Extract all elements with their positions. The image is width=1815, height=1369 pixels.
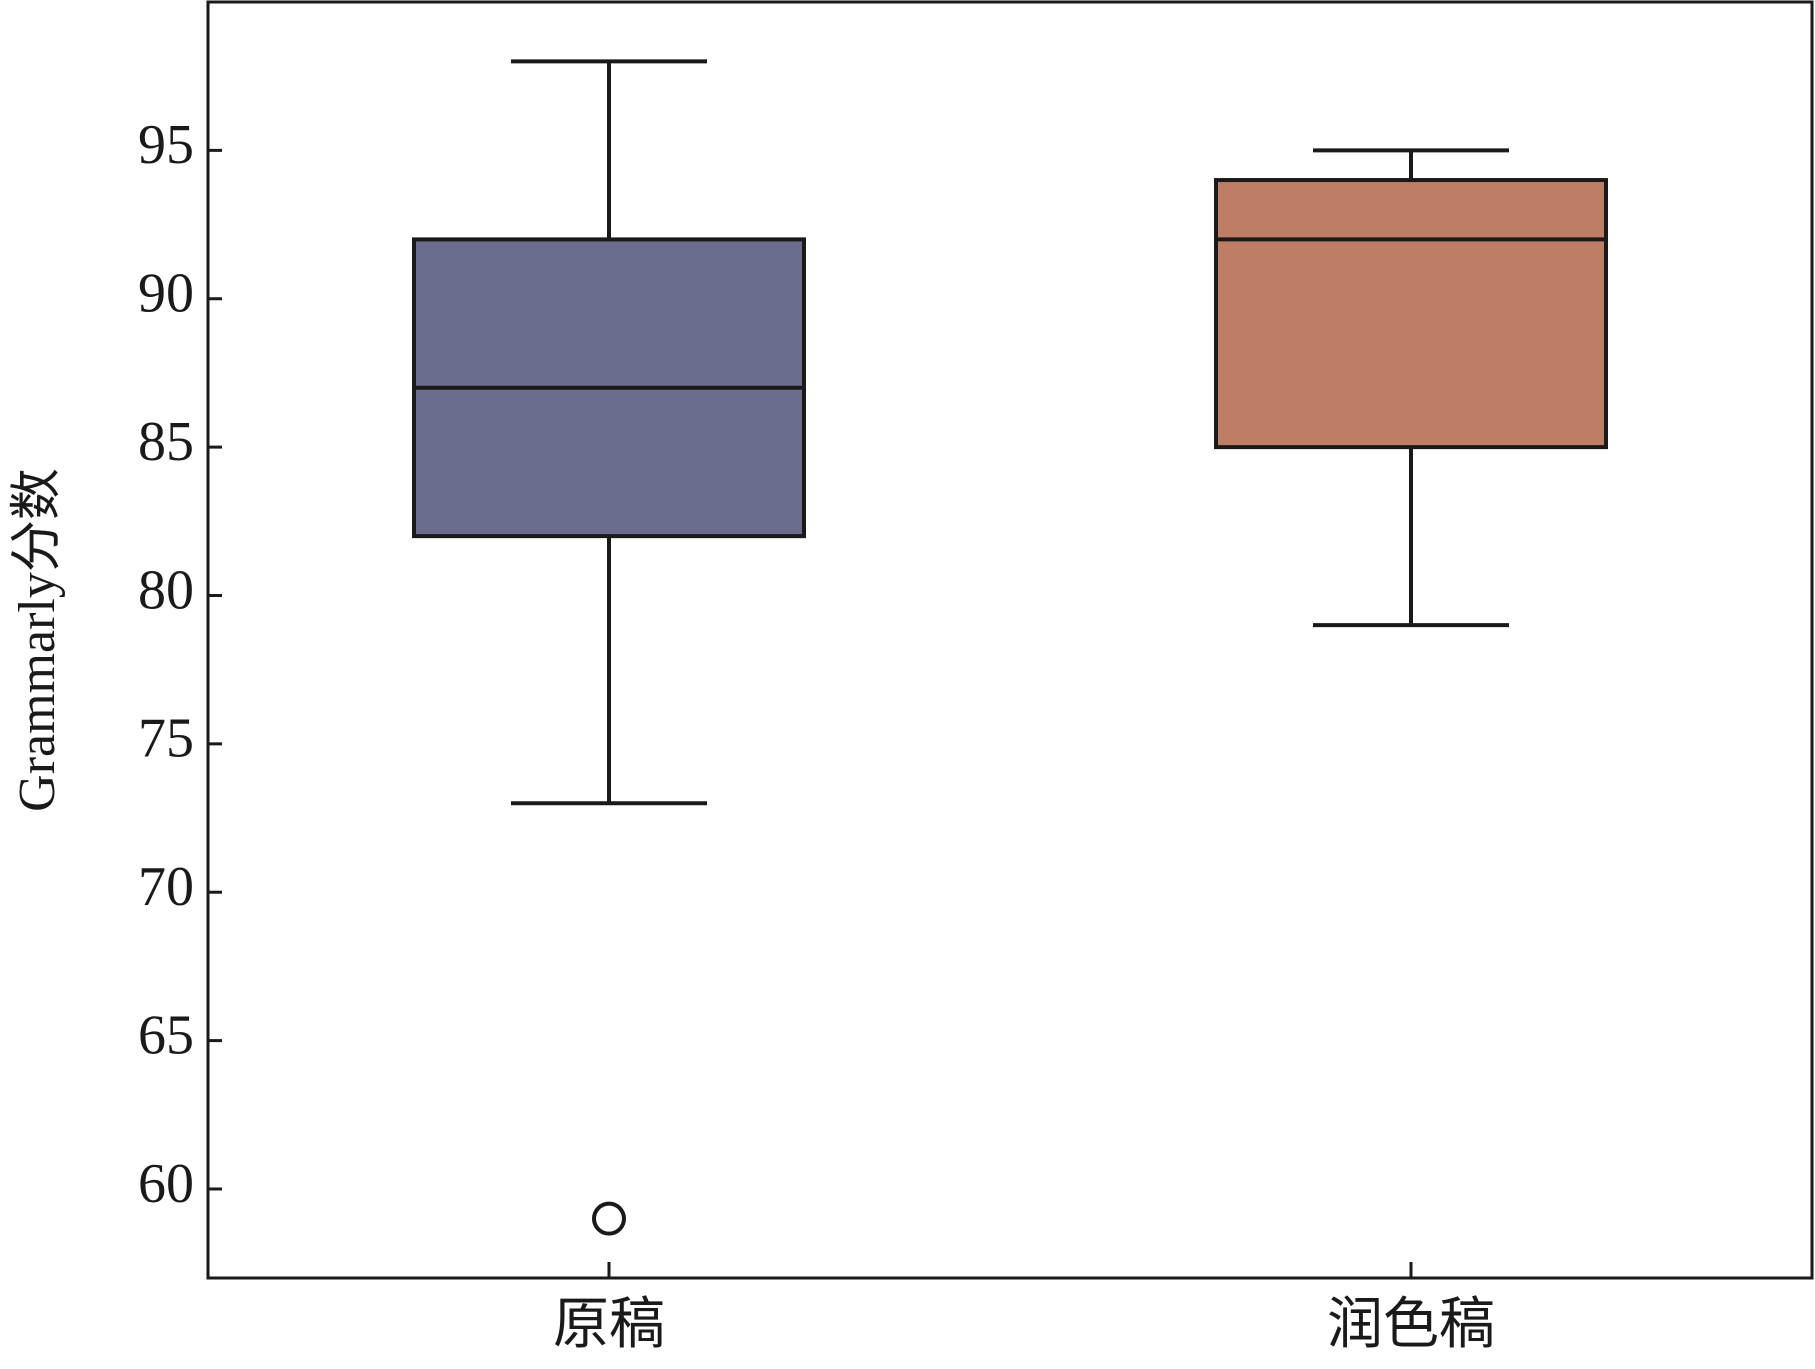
x-tick-label: 润色稿: [1327, 1294, 1495, 1356]
y-tick-label: 80: [138, 559, 194, 621]
y-tick-label: 90: [138, 263, 194, 325]
outlier: [592, 1201, 626, 1236]
y-tick-label: 60: [138, 1153, 194, 1215]
y-tick-label: 65: [138, 1004, 194, 1066]
y-tick-label: 95: [138, 114, 194, 176]
plot-frame: [206, 0, 1814, 1280]
y-axis-label: Grammarly分数: [9, 468, 66, 812]
x-tick-label: 原稿: [553, 1294, 665, 1356]
y-tick-label: 75: [138, 708, 194, 770]
y-tick-label: 85: [138, 411, 194, 473]
box: [1214, 178, 1608, 450]
y-tick-label: 70: [138, 856, 194, 918]
